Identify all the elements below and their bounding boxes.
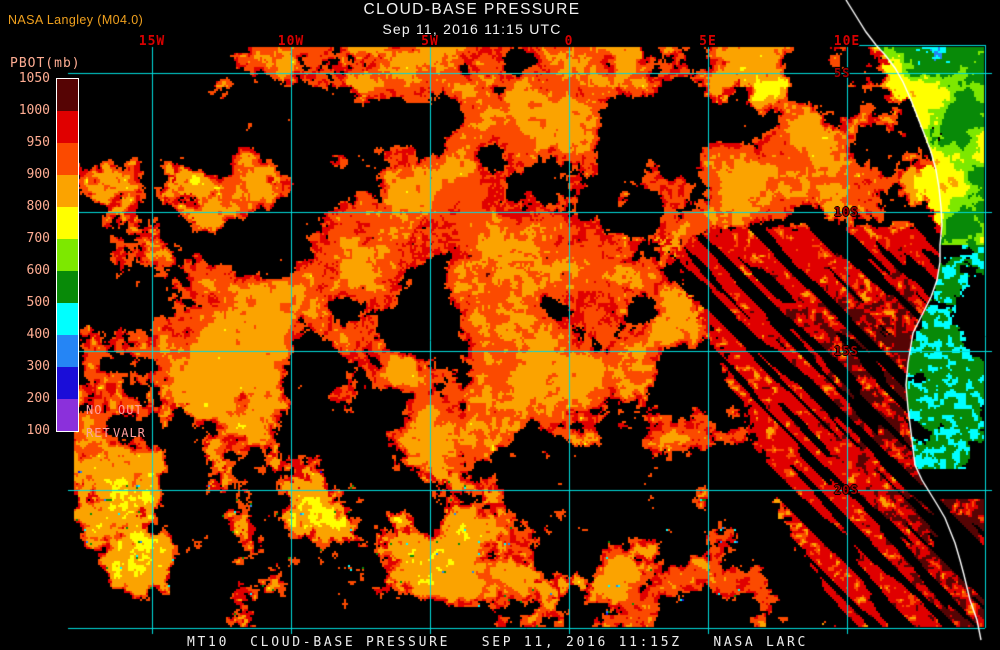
title-block: CLOUD-BASE PRESSURE Sep 11, 2016 11:15 U… [0, 0, 944, 37]
lat-label-15S: 15S [834, 344, 859, 358]
colorbar-tick-100: 100 [26, 423, 50, 438]
colorbar-band-7 [57, 303, 78, 335]
lon-label-10E: 10E [833, 34, 861, 49]
colorbar-tick-800: 800 [26, 199, 50, 214]
lat-label-5S: 5S [834, 66, 851, 80]
lat-label-20S: 20S [834, 483, 859, 497]
colorbar-band-6 [57, 271, 78, 303]
colorbar-tick-500: 500 [26, 295, 50, 310]
colorbar-title: PBOT(mb) [10, 56, 81, 71]
colorbar-tick-1050: 1050 [18, 71, 50, 86]
colorbar-tick-600: 600 [26, 263, 50, 278]
colorbar-tick-950: 950 [26, 135, 50, 150]
colorbar-band-3 [57, 175, 78, 207]
lat-label-10S: 10S [834, 205, 859, 219]
flag-valr: VALR [113, 426, 146, 440]
colorbar-tick-700: 700 [26, 231, 50, 246]
flag-ret: RET [86, 426, 111, 440]
product-timestamp: Sep 11, 2016 11:15 UTC [382, 21, 562, 37]
flag-out: OUT [118, 403, 143, 417]
colorbar-band-0 [57, 79, 78, 111]
colorbar-tick-200: 200 [26, 391, 50, 406]
flag-no: NO [86, 403, 103, 417]
colorbar-band-2 [57, 143, 78, 175]
footer-caption: MT10 CLOUD-BASE PRESSURE SEP 11, 2016 11… [187, 635, 809, 650]
colorbar-band-8 [57, 335, 78, 367]
colorbar-tick-300: 300 [26, 359, 50, 374]
colorbar-scale [56, 78, 79, 432]
colorbar-tick-900: 900 [26, 167, 50, 182]
colorbar-band-5 [57, 239, 78, 271]
lon-label-15W: 15W [138, 34, 166, 49]
product-title: CLOUD-BASE PRESSURE [363, 1, 581, 18]
colorbar-tick-400: 400 [26, 327, 50, 342]
lon-label-0: 0 [564, 34, 574, 49]
lon-label-5W: 5W [421, 34, 439, 49]
colorbar-band-10 [57, 399, 78, 431]
colorbar-band-4 [57, 207, 78, 239]
lon-label-10W: 10W [277, 34, 305, 49]
colorbar-tick-1000: 1000 [18, 103, 50, 118]
colorbar-band-1 [57, 111, 78, 143]
colorbar-band-9 [57, 367, 78, 399]
lon-label-5E: 5E [699, 34, 717, 49]
source-label: NASA Langley (M04.0) [8, 13, 144, 27]
